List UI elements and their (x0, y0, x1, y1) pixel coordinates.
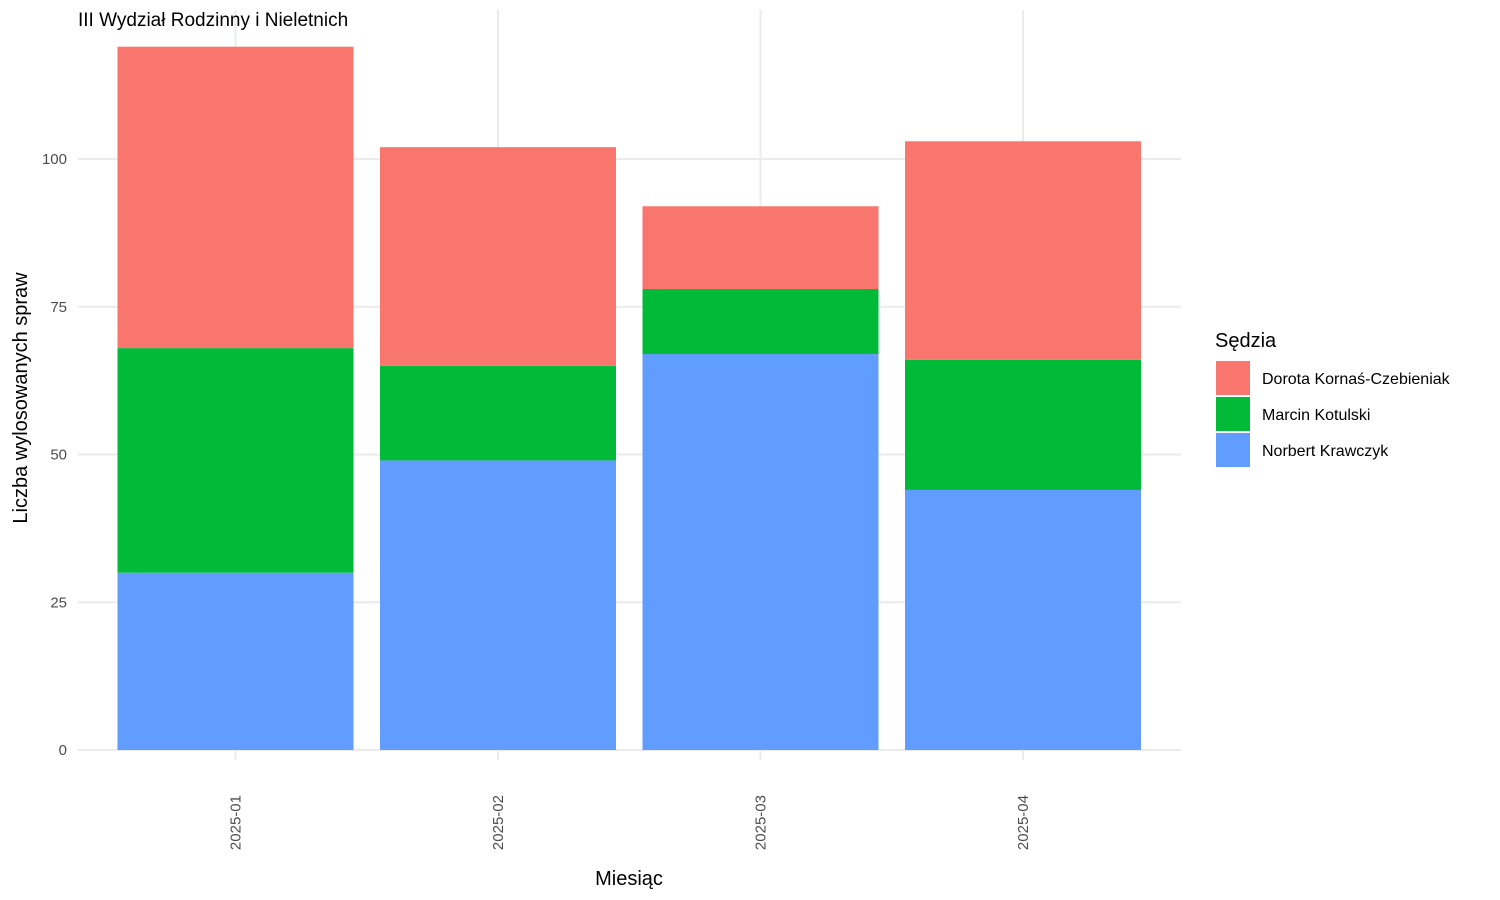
bar-segment (642, 354, 879, 750)
bar-segment (380, 147, 616, 366)
bar-segment (117, 348, 354, 573)
y-tick-label: 75 (50, 299, 67, 316)
x-tick-label: 2025-04 (1015, 795, 1032, 850)
y-tick-label: 50 (50, 447, 67, 464)
legend-label: Norbert Krawczyk (1262, 443, 1389, 460)
y-tick-label: 25 (50, 594, 67, 611)
legend-label: Dorota Kornaś-Czebieniak (1262, 371, 1451, 388)
bar-segment (905, 359, 1141, 490)
legend-label: Marcin Kotulski (1262, 407, 1370, 424)
legend-swatch (1216, 397, 1250, 431)
x-axis-ticks: 2025-01 2025-02 2025-03 2025-04 (228, 795, 1033, 850)
y-axis-ticks: 0 25 50 75 100 (42, 151, 67, 759)
bar-segment (380, 365, 616, 461)
bar-segment (380, 460, 616, 750)
chart-title: III Wydział Rodzinny i Nieletnich (78, 10, 348, 31)
legend-title: Sędzia (1215, 330, 1277, 352)
y-tick-label: 100 (42, 151, 67, 168)
bar-segment (905, 141, 1141, 360)
y-axis-title: Liczba wylosowanych spraw (10, 272, 32, 524)
bar-segment (642, 206, 879, 290)
bar-segment (117, 572, 354, 750)
bar-segment (642, 289, 879, 355)
legend-items: Dorota Kornaś-Czebieniak Marcin Kotulski N… (1216, 361, 1451, 467)
x-tick-label: 2025-01 (228, 795, 245, 850)
legend: Sędzia Dorota Kornaś-Czebieniak Marcin Ko… (1215, 330, 1451, 467)
bars-layer (117, 46, 1141, 750)
x-tick-label: 2025-03 (753, 795, 770, 850)
legend-swatch (1216, 361, 1250, 395)
legend-swatch (1216, 433, 1250, 467)
y-tick-label: 0 (59, 742, 67, 759)
x-axis-title: Miesiąc (595, 868, 663, 890)
bar-segment (117, 46, 354, 349)
x-tick-label: 2025-02 (490, 795, 507, 850)
bar-segment (905, 489, 1141, 750)
